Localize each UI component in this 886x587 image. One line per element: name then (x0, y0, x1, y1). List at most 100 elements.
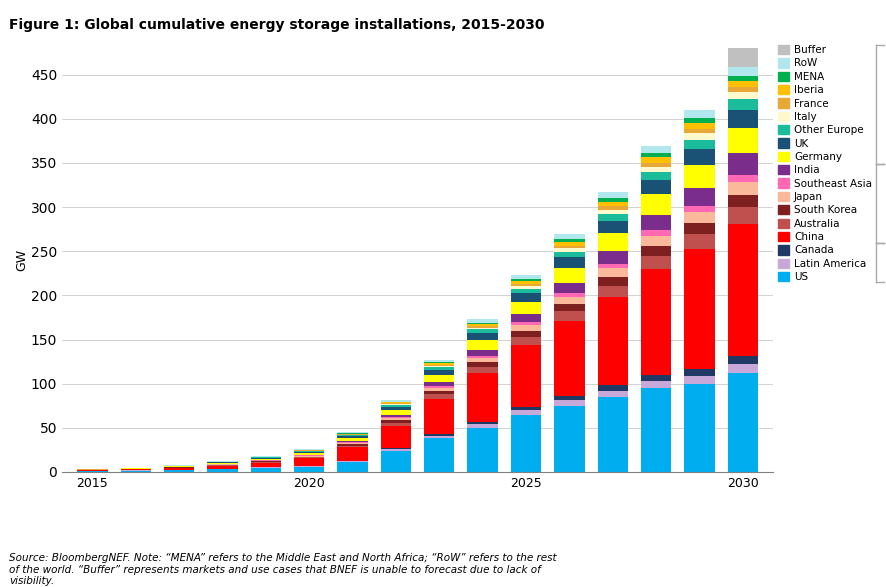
Bar (554, 406, 584, 472)
Bar (727, 176, 758, 183)
Bar (554, 296, 584, 304)
Bar (683, 129, 714, 133)
Bar (164, 470, 194, 472)
Bar (467, 323, 497, 324)
Bar (293, 457, 324, 458)
Bar (683, 224, 714, 234)
Legend: Buffer, RoW, MENA, Iberia, France, Italy, Other Europe, UK, Germany, India, Sout: Buffer, RoW, MENA, Iberia, France, Italy… (778, 45, 871, 282)
Bar (380, 400, 410, 402)
Bar (641, 172, 671, 180)
Bar (554, 239, 584, 242)
Bar (554, 304, 584, 311)
Bar (207, 470, 237, 472)
Bar (380, 405, 410, 407)
Bar (554, 248, 584, 252)
Bar (597, 198, 627, 202)
Bar (510, 293, 540, 302)
Bar (467, 357, 497, 363)
Bar (641, 236, 671, 246)
Bar (337, 443, 368, 444)
Bar (597, 397, 627, 472)
Bar (597, 277, 627, 286)
Bar (293, 454, 324, 456)
Bar (727, 365, 758, 373)
Bar (597, 264, 627, 268)
Bar (597, 210, 627, 214)
Bar (337, 438, 368, 441)
Bar (380, 423, 410, 426)
Bar (510, 410, 540, 414)
Bar (597, 221, 627, 233)
Bar (337, 446, 368, 447)
Bar (683, 133, 714, 140)
Bar (164, 468, 194, 470)
Bar (380, 449, 410, 451)
Bar (424, 365, 454, 366)
Bar (424, 363, 454, 365)
Bar (380, 403, 410, 404)
Bar (683, 249, 714, 369)
Bar (597, 202, 627, 206)
Bar (467, 356, 497, 357)
Bar (683, 149, 714, 165)
Bar (683, 188, 714, 206)
Bar (641, 231, 671, 236)
Bar (77, 471, 107, 472)
Bar (380, 410, 410, 414)
Bar (727, 127, 758, 153)
Bar (337, 441, 368, 443)
Text: Source: BloombergNEF. Note: “MENA” refers to the Middle East and North Africa; “: Source: BloombergNEF. Note: “MENA” refer… (9, 553, 556, 586)
Bar (380, 426, 410, 448)
Bar (641, 256, 671, 269)
Bar (683, 110, 714, 118)
Bar (380, 402, 410, 403)
Bar (337, 462, 368, 472)
Bar (683, 369, 714, 376)
Bar (727, 76, 758, 81)
Text: Figure 1: Global cumulative energy storage installations, 2015-2030: Figure 1: Global cumulative energy stora… (9, 18, 544, 32)
Y-axis label: GW: GW (15, 249, 28, 271)
Bar (554, 257, 584, 268)
Bar (207, 463, 237, 464)
Bar (510, 284, 540, 286)
Bar (424, 436, 454, 438)
Bar (510, 315, 540, 322)
Bar (727, 224, 758, 356)
Bar (597, 386, 627, 391)
Bar (554, 293, 584, 296)
Bar (727, 41, 758, 67)
Bar (424, 366, 454, 367)
Bar (641, 153, 671, 157)
Bar (727, 373, 758, 472)
Bar (597, 233, 627, 251)
Bar (641, 388, 671, 472)
Bar (207, 465, 237, 468)
Bar (683, 234, 714, 249)
Bar (380, 451, 410, 472)
Bar (683, 165, 714, 188)
Bar (380, 448, 410, 449)
Bar (424, 394, 454, 399)
Bar (727, 87, 758, 92)
Bar (597, 286, 627, 297)
Bar (424, 360, 454, 362)
Bar (510, 275, 540, 279)
Bar (337, 447, 368, 461)
Bar (554, 252, 584, 257)
Bar (424, 434, 454, 436)
Bar (380, 418, 410, 420)
Bar (554, 400, 584, 406)
Bar (251, 462, 281, 463)
Bar (727, 356, 758, 365)
Bar (641, 215, 671, 231)
Bar (727, 195, 758, 207)
Bar (683, 123, 714, 129)
Bar (554, 311, 584, 321)
Bar (683, 118, 714, 123)
Bar (251, 461, 281, 462)
Bar (683, 140, 714, 149)
Bar (467, 328, 497, 329)
Bar (510, 279, 540, 281)
Bar (641, 269, 671, 375)
Bar (467, 363, 497, 367)
